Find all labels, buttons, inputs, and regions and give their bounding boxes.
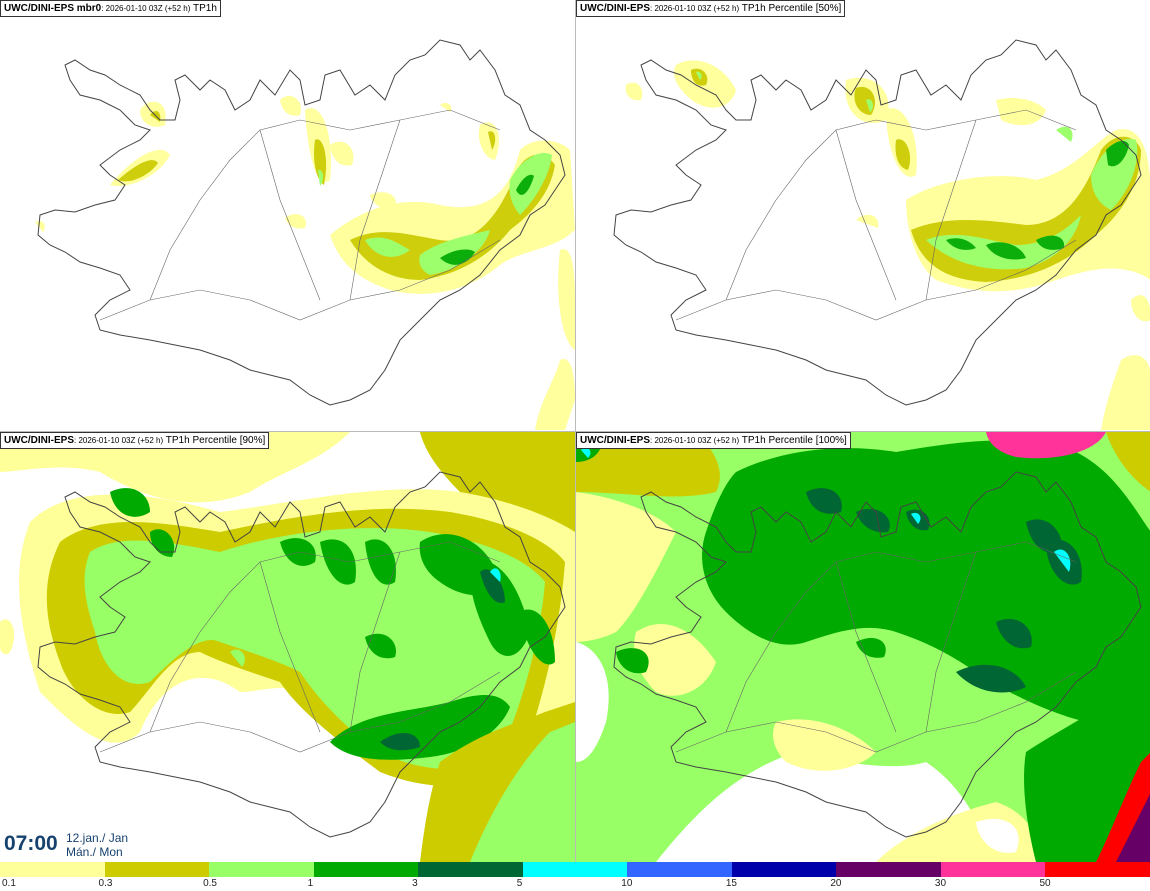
legend-swatch <box>1045 862 1150 877</box>
model-name: UWC/DINI-EPS <box>580 435 650 446</box>
map-panel-p90: UWC/DINI-EPS: 2026-01-10 03Z (+52 h) TP1… <box>0 432 575 862</box>
legend-tick-label: 0.3 <box>98 878 113 889</box>
field-name: TP1h Percentile [50%] <box>741 3 842 14</box>
precip-map <box>576 432 1150 862</box>
field-name: TP1h <box>193 3 217 14</box>
field-name: TP1h Percentile [100%] <box>741 435 847 446</box>
legend-tick-label: 0.1 <box>2 878 16 889</box>
model-name: UWC/DINI-EPS mbr0 <box>4 3 102 14</box>
run-info: : 2026-01-10 03Z (+52 h) <box>650 4 740 13</box>
legend-swatch <box>731 862 837 877</box>
legend-tick-label: 50 <box>1039 878 1051 889</box>
panel-divider <box>0 431 1150 432</box>
panel-title: UWC/DINI-EPS: 2026-01-10 03Z (+52 h) TP1… <box>0 432 270 449</box>
panel-title: UWC/DINI-EPS: 2026-01-10 03Z (+52 h) TP1… <box>576 432 851 449</box>
legend-tick-label: 3 <box>412 878 418 889</box>
map-panel-mbr0: UWC/DINI-EPS mbr0: 2026-01-10 03Z (+52 h… <box>0 0 575 430</box>
panel-title: UWC/DINI-EPS: 2026-01-10 03Z (+52 h) TP1… <box>576 0 846 17</box>
legend-tick-label: 10 <box>621 878 633 889</box>
model-name: UWC/DINI-EPS <box>4 435 74 446</box>
model-name: UWC/DINI-EPS <box>580 3 650 14</box>
valid-date: 12.jan./ Jan Mán./ Mon <box>66 831 128 859</box>
precip-map <box>0 432 575 862</box>
field-name: TP1h Percentile [90%] <box>165 435 266 446</box>
legend-swatch <box>209 862 314 877</box>
legend-swatch <box>104 862 210 877</box>
panel-title: UWC/DINI-EPS mbr0: 2026-01-10 03Z (+52 h… <box>0 0 221 17</box>
color-legend-labels: 0.1 0.3 0.5 1 3 5 10 15 20 30 50 <box>0 877 1150 891</box>
run-info: : 2026-01-10 03Z (+52 h) <box>74 436 164 445</box>
legend-tick-label: 30 <box>934 878 947 889</box>
legend-swatch <box>836 862 941 877</box>
legend-swatch <box>418 862 523 877</box>
legend-tick-label: 1 <box>307 878 314 889</box>
legend-swatch <box>627 862 732 877</box>
valid-date-line1: 12.jan./ Jan <box>66 831 129 845</box>
valid-time: 07:00 <box>4 832 58 855</box>
legend-tick-label: 0.5 <box>203 878 217 889</box>
legend-tick-label: 20 <box>830 878 842 889</box>
legend-swatch <box>0 862 105 877</box>
valid-date-line2: Mán./ Mon <box>66 845 123 859</box>
legend-swatch <box>313 862 419 877</box>
run-info: : 2026-01-10 03Z (+52 h) <box>101 4 191 13</box>
legend-swatch <box>940 862 1046 877</box>
map-panel-p100: UWC/DINI-EPS: 2026-01-10 03Z (+52 h) TP1… <box>576 432 1150 862</box>
legend-swatch <box>522 862 628 877</box>
legend-tick-label: 15 <box>725 878 737 889</box>
legend-tick-label: 5 <box>516 878 523 889</box>
precip-map <box>613 39 1150 430</box>
valid-time-box: 07:00 12.jan./ Jan Mán./ Mon <box>0 826 138 862</box>
color-legend-bar <box>0 862 1150 877</box>
map-panel-p50: UWC/DINI-EPS: 2026-01-10 03Z (+52 h) TP1… <box>576 0 1150 430</box>
precip-map <box>35 39 575 430</box>
run-info: : 2026-01-10 03Z (+52 h) <box>650 436 740 445</box>
